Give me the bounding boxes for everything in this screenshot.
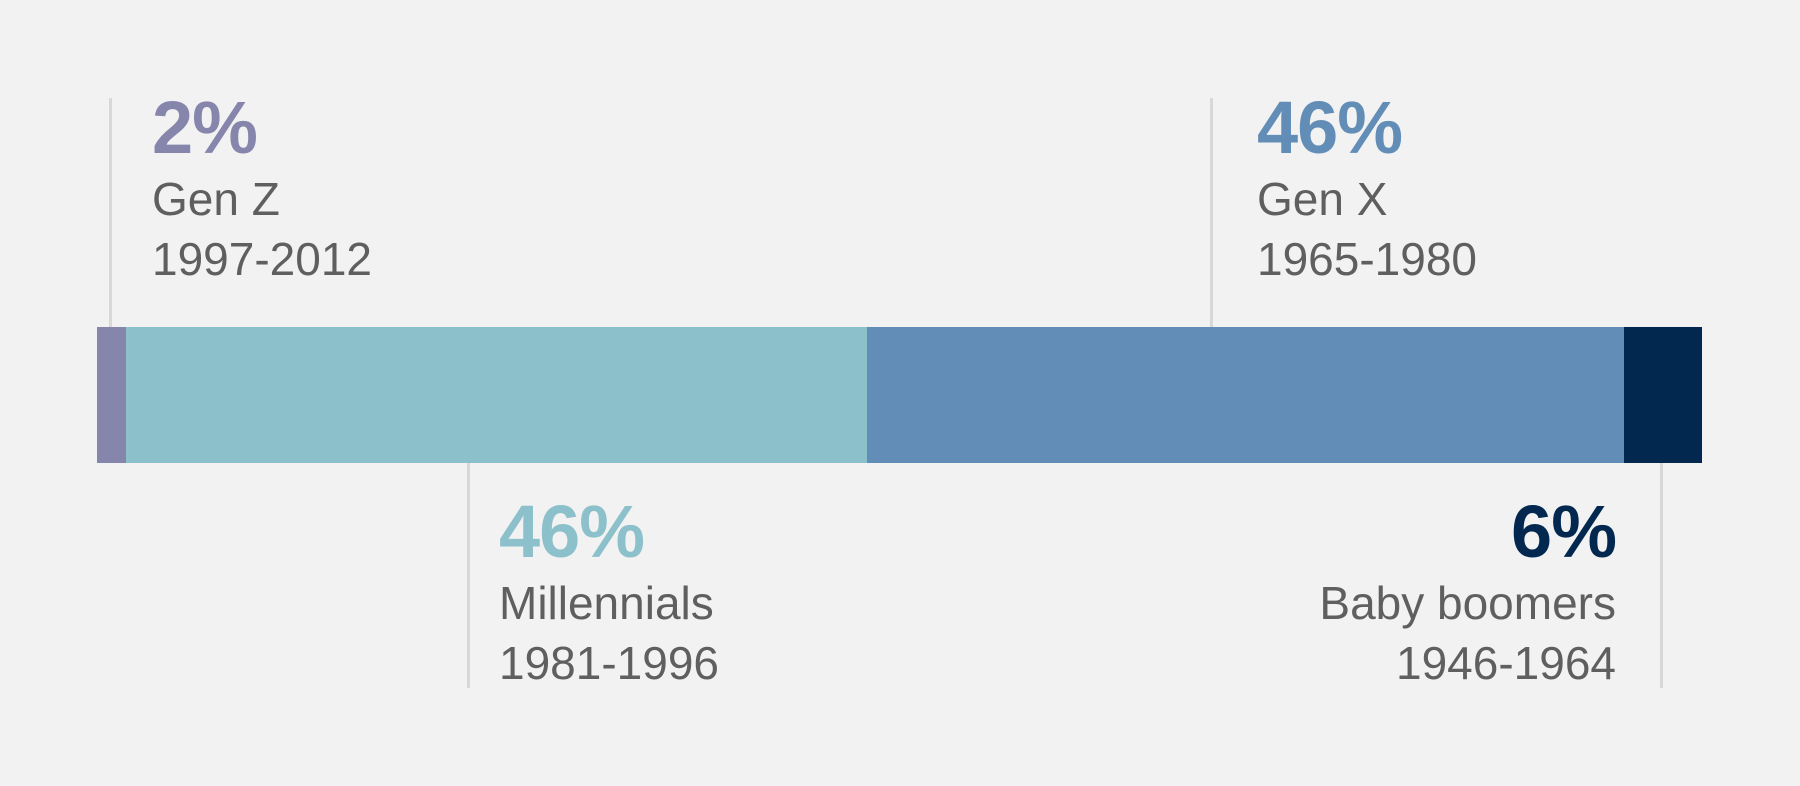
stacked-bar bbox=[97, 327, 1702, 463]
label-boomers: 6% Baby boomers 1946-1964 bbox=[1319, 490, 1617, 693]
label-genz: 2% Gen Z 1997-2012 bbox=[152, 91, 372, 289]
generation-name-genx: Gen X bbox=[1257, 173, 1388, 225]
generation-name-millennials: Millennials bbox=[499, 577, 714, 629]
generation-name-genz: Gen Z bbox=[152, 173, 280, 225]
leader-line-genz bbox=[109, 98, 112, 327]
bar-segment-boomers bbox=[1624, 327, 1702, 463]
leader-line-boomers bbox=[1660, 463, 1663, 688]
percent-genx: 46% bbox=[1257, 86, 1403, 169]
percent-genz: 2% bbox=[152, 86, 258, 169]
leader-line-genx bbox=[1210, 98, 1213, 327]
leader-line-millennials bbox=[467, 463, 470, 688]
label-millennials: 46% Millennials 1981-1996 bbox=[499, 495, 719, 693]
years-genz: 1997-2012 bbox=[152, 233, 372, 285]
years-boomers: 1946-1964 bbox=[1396, 637, 1616, 689]
percent-millennials: 46% bbox=[499, 490, 645, 573]
bar-segment-millennials bbox=[126, 327, 867, 463]
years-genx: 1965-1980 bbox=[1257, 233, 1477, 285]
percent-boomers: 6% bbox=[1511, 490, 1617, 573]
bar-segment-genz bbox=[97, 327, 126, 463]
years-millennials: 1981-1996 bbox=[499, 637, 719, 689]
generation-name-boomers: Baby boomers bbox=[1319, 577, 1616, 629]
label-genx: 46% Gen X 1965-1980 bbox=[1257, 91, 1477, 289]
bar-segment-genx bbox=[867, 327, 1624, 463]
